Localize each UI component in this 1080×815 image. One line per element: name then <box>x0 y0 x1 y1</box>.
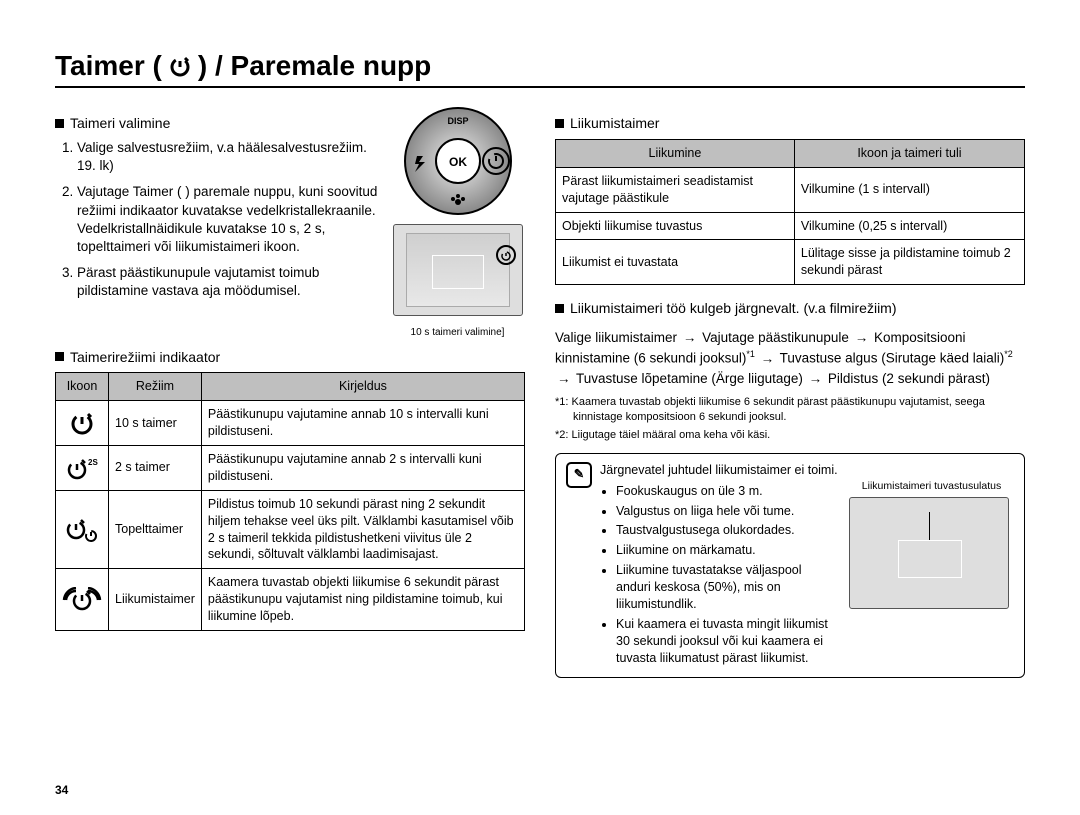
arrow-icon: → <box>853 330 871 345</box>
row-desc: Päästikunupu vajutamine annab 10 s inter… <box>201 401 524 446</box>
subhead-indicator: Taimerirežiimi indikaator <box>55 348 525 367</box>
table-row: Topelttaimer Pildistus toimub 10 sekundi… <box>56 490 525 569</box>
timer-motion-icon <box>62 587 102 613</box>
subhead-text: Taimerirežiimi indikaator <box>70 348 220 367</box>
row-mode: Liikumistaimer <box>109 569 202 631</box>
row-mode: 10 s taimer <box>109 401 202 446</box>
timer-icon <box>168 54 192 78</box>
note-icon: ✎ <box>566 462 592 488</box>
timer-mode-table: Ikoon Režiim Kirjeldus 10 s taimer Pääst… <box>55 372 525 631</box>
th-mode: Režiim <box>109 373 202 401</box>
list-item: Kui kaamera ei tuvasta mingit liikumist … <box>616 616 839 667</box>
left-column: Taimeri valimine Valige salvestusrežiim,… <box>55 106 525 678</box>
table-row: Liikumistaimer Kaamera tuvastab objekti … <box>56 569 525 631</box>
cell-a: Objekti liikumise tuvastus <box>556 212 795 240</box>
arrow-icon: → <box>807 371 825 386</box>
subhead-motion-flow: Liikumistaimeri töö kulgeb järgnevalt. (… <box>555 299 1025 318</box>
page-title: Taimer ( ) / Paremale nupp <box>55 50 1025 88</box>
cell-a: Liikumist ei tuvastata <box>556 240 795 285</box>
table-row: Pärast liikumistaimeri seadistamist vaju… <box>556 167 1025 212</box>
arrow-icon: → <box>759 351 777 366</box>
svg-text:DISP: DISP <box>447 116 468 126</box>
right-column: Liikumistaimer Liikumine Ikoon ja taimer… <box>555 106 1025 678</box>
table-row: 10 s taimer Päästikunupu vajutamine anna… <box>56 401 525 446</box>
timer-double-icon <box>65 516 99 544</box>
th-led: Ikoon ja taimeri tuli <box>794 139 1024 167</box>
row-icon <box>56 401 109 446</box>
square-bullet-icon <box>555 119 564 128</box>
table-row: 2S 2 s taimer Päästikunupu vajutamine an… <box>56 446 525 491</box>
title-suffix: ) / Paremale nupp <box>198 50 431 82</box>
step-1: Valige salvestusrežiim, v.a häälesalvest… <box>77 139 380 175</box>
arrow-icon: → <box>681 330 699 345</box>
cell-b: Vilkumine (1 s intervall) <box>794 167 1024 212</box>
row-desc: Kaamera tuvastab objekti liikumise 6 sek… <box>201 569 524 631</box>
row-icon <box>56 569 109 631</box>
list-item: Fookuskaugus on üle 3 m. <box>616 483 839 500</box>
dpad-control-icon: OK DISP <box>403 106 513 216</box>
table-row: Objekti liikumise tuvastus Vilkumine (0,… <box>556 212 1025 240</box>
list-item: Taustvalgustusega olukordades. <box>616 522 839 539</box>
step-2: Vajutage Taimer ( ) paremale nuppu, kuni… <box>77 183 380 256</box>
footnote-2: *2: Liigutage täiel määral oma keha või … <box>573 428 1025 443</box>
square-bullet-icon <box>55 119 64 128</box>
detection-range-panel: Liikumistaimeri tuvastusulatus <box>849 479 1014 670</box>
page-number: 34 <box>55 783 68 797</box>
footnote-1: *1: Kaamera tuvastab objekti liikumise 6… <box>573 395 1025 425</box>
subhead-text: Liikumistaimeri töö kulgeb järgnevalt. (… <box>570 299 897 318</box>
steps-list: Valige salvestusrežiim, v.a häälesalvest… <box>55 139 380 301</box>
step-3: Pärast päästikunupule vajutamist toimub … <box>77 264 380 300</box>
lcd-detection-icon <box>849 497 1009 609</box>
row-icon <box>56 490 109 569</box>
th-icon: Ikoon <box>56 373 109 401</box>
th-move: Liikumine <box>556 139 795 167</box>
cell-b: Lülitage sisse ja pildistamine toimub 2 … <box>794 240 1024 285</box>
arrow-icon: → <box>555 371 573 386</box>
svg-text:2S: 2S <box>88 458 98 467</box>
square-bullet-icon <box>555 304 564 313</box>
cell-a: Pärast liikumistaimeri seadistamist vaju… <box>556 167 795 212</box>
timer-10s-icon <box>69 410 95 436</box>
table-row: Liikumist ei tuvastata Lülitage sisse ja… <box>556 240 1025 285</box>
list-item: Liikumine tuvastatakse väljaspool anduri… <box>616 562 839 613</box>
subhead-timer-select: Taimeri valimine <box>55 114 380 133</box>
th-desc: Kirjeldus <box>201 373 524 401</box>
row-desc: Päästikunupu vajutamine annab 2 s interv… <box>201 446 524 491</box>
square-bullet-icon <box>55 352 64 361</box>
info-box: ✎ Järgnevatel juhtudel liikumistaimer ei… <box>555 453 1025 679</box>
row-mode: 2 s taimer <box>109 446 202 491</box>
list-item: Valgustus on liiga hele või tume. <box>616 503 839 520</box>
info-lead: Järgnevatel juhtudel liikumistaimer ei t… <box>600 462 1014 479</box>
lcd-preview-icon <box>393 224 523 316</box>
subhead-motion-timer: Liikumistaimer <box>555 114 1025 133</box>
svg-text:OK: OK <box>449 155 467 169</box>
row-icon: 2S <box>56 446 109 491</box>
lcd-caption: 10 s taimeri valimine] <box>411 326 505 340</box>
row-desc: Pildistus toimub 10 sekundi pärast ning … <box>201 490 524 569</box>
subhead-text: Liikumistaimer <box>570 114 659 133</box>
detect-caption: Liikumistaimeri tuvastusulatus <box>849 479 1014 493</box>
list-item: Liikumine on märkamatu. <box>616 542 839 559</box>
motion-table: Liikumine Ikoon ja taimeri tuli Pärast l… <box>555 139 1025 285</box>
title-prefix: Taimer ( <box>55 50 162 82</box>
info-list: Fookuskaugus on üle 3 m. Valgustus on li… <box>600 483 839 670</box>
subhead-text: Taimeri valimine <box>70 114 170 133</box>
timer-2s-icon: 2S <box>66 455 98 481</box>
row-mode: Topelttaimer <box>109 490 202 569</box>
cell-b: Vilkumine (0,25 s intervall) <box>794 212 1024 240</box>
motion-flow: Valige liikumistaimer → Vajutage päästik… <box>555 328 1025 389</box>
